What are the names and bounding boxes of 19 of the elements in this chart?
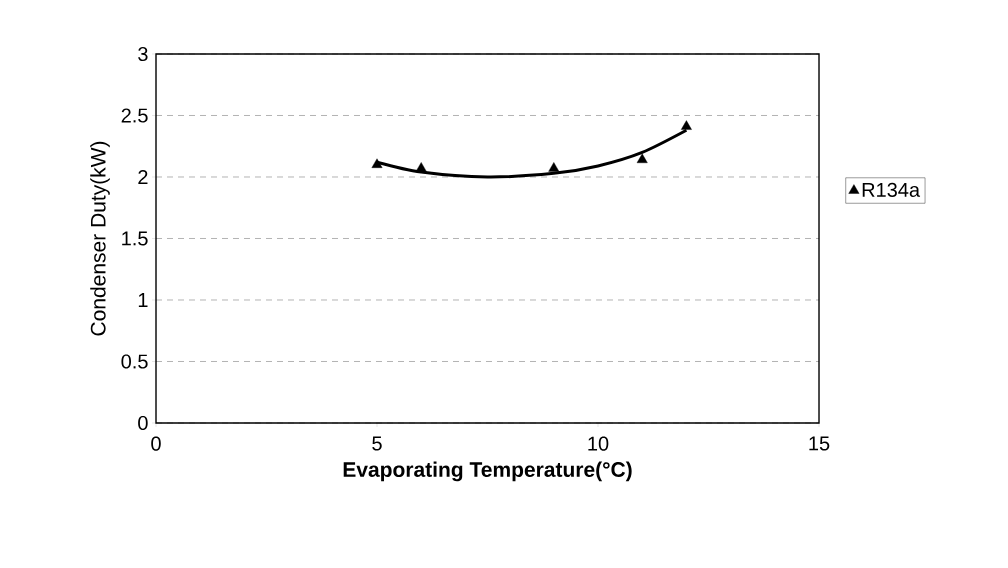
point (681, 120, 692, 130)
x-tick-label: 10 (588, 436, 609, 451)
point (636, 153, 648, 163)
legend-label: R134a (862, 182, 921, 197)
y-tick-label: 1 (138, 293, 148, 307)
y-axis-title: Condenser Duty(kW) (90, 141, 110, 336)
point (371, 158, 383, 168)
y-tick-label: 2 (138, 170, 148, 184)
x-axis-title: Evaporating Temperature(°C) (343, 461, 632, 482)
y-tick-label: 3 (138, 46, 148, 62)
y-tick-label: 2.5 (121, 108, 148, 123)
point (415, 162, 427, 172)
y-tick-label: 1.5 (122, 231, 148, 246)
x-tick-label: 15 (809, 436, 830, 451)
point (548, 162, 560, 172)
x-tick-label: 0 (151, 436, 161, 451)
y-tick-label: 0 (138, 415, 148, 431)
x-tick-label: 5 (372, 436, 382, 451)
y-tick-label: 0.5 (121, 354, 148, 369)
